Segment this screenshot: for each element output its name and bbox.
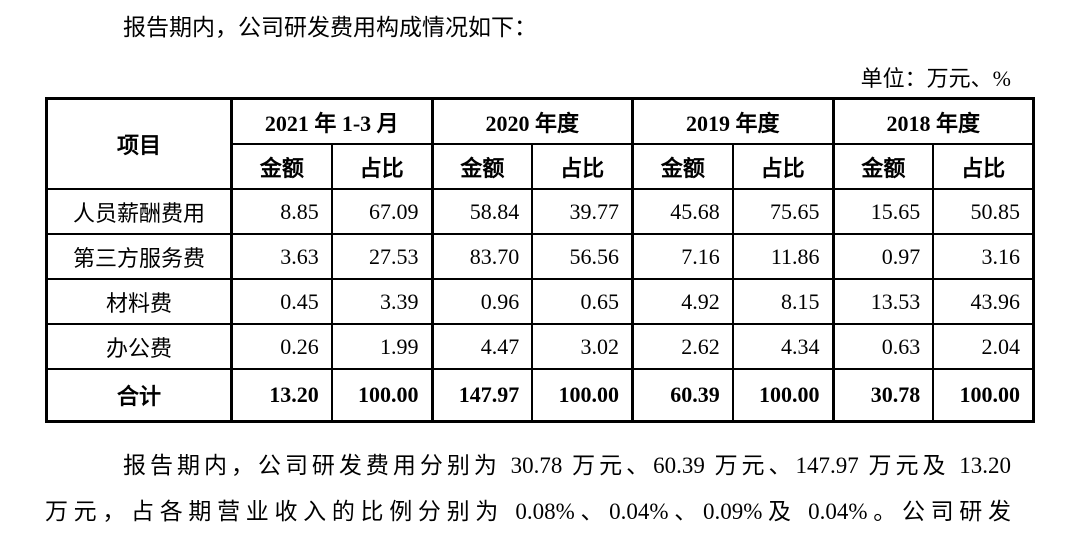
row-label: 第三方服务费 [45,233,233,280]
header-amount: 金额 [430,143,534,190]
cell-value: 100.00 [731,368,835,423]
cell-value: 2.62 [630,323,734,370]
header-period-2021: 2021 年 1-3 月 [230,97,433,145]
intro-paragraph: 报告期内，公司研发费用构成情况如下： [123,15,537,40]
cell-value: 50.85 [932,188,1035,235]
cell-value: 1.99 [330,323,434,370]
cell-value: 45.68 [630,188,734,235]
cell-value: 0.65 [531,278,634,325]
table-total-row: 合计 13.20 100.00 147.97 100.00 60.39 100.… [45,368,1035,423]
table-header-period-row: 项目 2021 年 1-3 月 2020 年度 2019 年度 2018 年度 [45,97,1035,190]
table-header-measure-row: 金额 占比 金额 占比 金额 占比 金额 占比 [47,143,1035,190]
row-label: 办公费 [45,323,233,370]
cell-value: 4.92 [630,278,734,325]
document-page: 报告期内，公司研发费用构成情况如下： 单位：万元、% 项目 2021 年 1-3… [0,13,1080,534]
cell-value: 2.04 [932,323,1035,370]
cell-value: 13.53 [831,278,935,325]
header-period-2018: 2018 年度 [831,97,1035,145]
cell-value: 67.09 [330,188,434,235]
header-ratio: 占比 [531,143,634,190]
cell-value: 4.47 [430,323,534,370]
cell-value: 43.96 [932,278,1035,325]
cell-value: 0.97 [831,233,935,280]
cell-value: 0.63 [831,323,935,370]
cell-value: 7.16 [630,233,734,280]
cell-value: 75.65 [731,188,835,235]
table-row: 材料费 0.45 3.39 0.96 0.65 4.92 8.15 13.53 … [45,278,1035,325]
cell-value: 4.34 [731,323,835,370]
header-period-2019: 2019 年度 [631,97,834,145]
cell-value: 147.97 [430,368,534,423]
header-ratio: 占比 [330,143,434,190]
cell-value: 100.00 [932,368,1035,423]
cell-value: 0.26 [229,323,333,370]
cell-value: 3.63 [229,233,333,280]
cell-value: 56.56 [531,233,634,280]
cell-value: 58.84 [430,188,534,235]
cell-value: 3.02 [531,323,634,370]
table-row: 办公费 0.26 1.99 4.47 3.02 2.62 4.34 0.63 2… [45,323,1035,370]
header-amount: 金额 [229,143,333,190]
table-row: 人员薪酬费用 8.85 67.09 58.84 39.77 45.68 75.6… [45,188,1035,235]
header-ratio: 占比 [932,143,1035,190]
header-amount: 金额 [831,143,935,190]
unit-label: 单位：万元、% [860,66,1011,91]
rd-expense-table: 项目 2021 年 1-3 月 2020 年度 2019 年度 2018 年度 … [45,97,1035,423]
cell-value: 27.53 [330,233,434,280]
header-item: 项目 [45,97,233,190]
header-amount: 金额 [630,143,734,190]
cell-value: 3.16 [932,233,1035,280]
row-label: 材料费 [45,278,233,325]
cell-value: 13.20 [229,368,333,423]
cell-value: 11.86 [731,233,835,280]
cell-value: 15.65 [831,188,935,235]
footer-line-2: 万元，占各期营业收入的比例分别为 0.08%、0.04%、0.09%及 0.04… [45,499,1011,524]
cell-value: 0.96 [430,278,534,325]
cell-value: 39.77 [531,188,634,235]
cell-value: 100.00 [531,368,634,423]
cell-value: 100.00 [330,368,434,423]
total-row-label: 合计 [45,368,233,423]
cell-value: 8.15 [731,278,835,325]
cell-value: 60.39 [630,368,734,423]
cell-value: 0.45 [229,278,333,325]
table-row: 第三方服务费 3.63 27.53 83.70 56.56 7.16 11.86… [45,233,1035,280]
row-label: 人员薪酬费用 [45,188,233,235]
header-ratio: 占比 [731,143,835,190]
footer-paragraph: 报告期内，公司研发费用分别为 30.78 万元、60.39 万元、147.97 … [45,443,1011,534]
header-period-2020: 2020 年度 [430,97,634,145]
cell-value: 83.70 [430,233,534,280]
footer-line-1: 报告期内，公司研发费用分别为 30.78 万元、60.39 万元、147.97 … [123,453,1011,478]
cell-value: 30.78 [831,368,935,423]
cell-value: 3.39 [330,278,434,325]
cell-value: 8.85 [229,188,333,235]
